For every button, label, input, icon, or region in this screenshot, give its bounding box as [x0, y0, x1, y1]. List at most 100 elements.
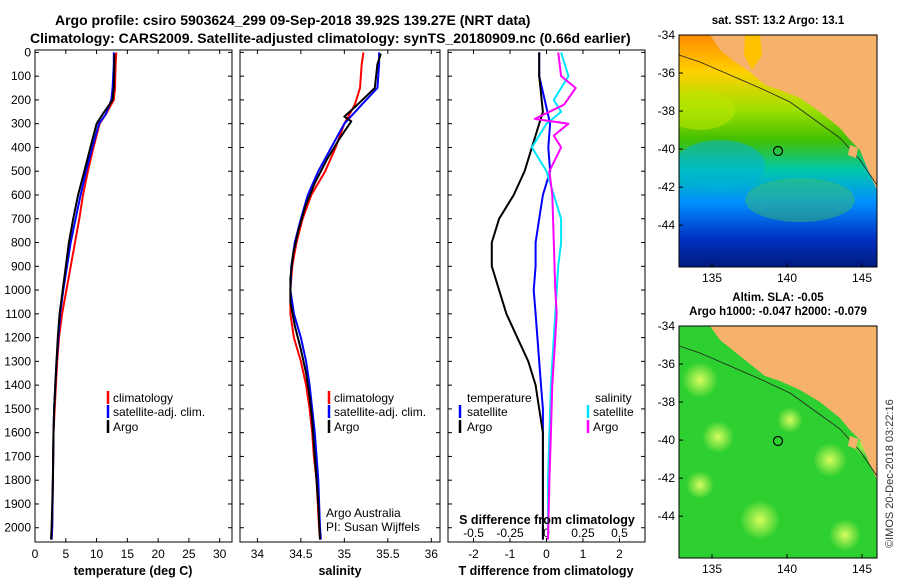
- depth-tick-label: 1900: [4, 497, 31, 511]
- sst-map-title: sat. SST: 13.2 Argo: 13.1: [712, 15, 845, 27]
- depth-tick-label: 200: [11, 93, 31, 107]
- series-line-temperature-argo: [490, 52, 544, 540]
- depth-tick-label: 2000: [4, 521, 31, 535]
- depth-tick-label: 600: [11, 188, 31, 202]
- lat-tick-label: -38: [658, 104, 676, 118]
- legend-temperature-title: temperature: [467, 391, 532, 405]
- series-line-climatology: [289, 52, 365, 540]
- x-tick-label: 35: [338, 547, 352, 561]
- legend-argo-label: Argo: [113, 420, 139, 434]
- legend-climatology-label: climatology: [334, 391, 394, 405]
- x-tick-label: 2: [616, 547, 623, 561]
- lat-tick-label: -42: [658, 471, 676, 485]
- legend-climatology-label: climatology: [113, 391, 173, 405]
- lat-tick-label: -42: [658, 180, 676, 194]
- sla-map-ticks: -34 -36 -38 -40 -42 -44 135 140 145: [658, 319, 873, 576]
- lon-tick-label: 140: [777, 271, 797, 285]
- sla-map-image: [679, 326, 877, 558]
- series-line-argo: [289, 53, 382, 540]
- series-line-salinity-argo: [533, 52, 577, 540]
- depth-tick-label: 400: [11, 140, 31, 154]
- depth-tick-label: 0: [24, 45, 31, 59]
- depth-tick-label: 300: [11, 117, 31, 131]
- lat-tick-label: -40: [658, 433, 676, 447]
- lat-tick-label: -44: [658, 509, 676, 523]
- x-tick-label: 15: [121, 547, 135, 561]
- sla-map-panel: Altim. SLA: -0.05 Argo h1000: -0.047 h20…: [658, 292, 878, 576]
- series-line-salinity-satellite: [530, 52, 570, 540]
- difference-legend: temperature satellite Argo salinity sate…: [458, 391, 634, 434]
- depth-axis-ticks: 0 100 200 300 400 500 600 700 800 900 1000 1100 1200…: [4, 45, 232, 535]
- sla-argo-position: [772, 435, 784, 447]
- depth-tick-label: 500: [11, 164, 31, 178]
- sla-map-frame: [678, 325, 878, 559]
- legend-salinity-title: salinity: [595, 391, 632, 405]
- x-tick-label: -2: [468, 547, 479, 561]
- salinity-axis-label: salinity: [318, 564, 361, 578]
- lon-tick-label: 145: [852, 562, 872, 576]
- s-tick-label: -0.25: [496, 526, 524, 540]
- depth-tick-label: 1100: [5, 307, 31, 321]
- x-tick-label: 25: [182, 547, 196, 561]
- depth-tick-label: 1300: [4, 354, 31, 368]
- legend-t-argo-label: Argo: [467, 420, 493, 434]
- x-tick-label: 34: [251, 547, 265, 561]
- difference-depth-ticks: [448, 51, 645, 529]
- x-tick-label: 1: [580, 547, 587, 561]
- sst-map-image: [679, 35, 877, 267]
- legend-t-satellite-label: satellite: [467, 405, 508, 419]
- salinity-depth-ticks: [240, 51, 440, 529]
- sla-map-subtitle: Argo h1000: -0.047 h2000: -0.079: [689, 306, 867, 318]
- depth-tick-label: 1400: [4, 378, 31, 392]
- depth-tick-label: 1200: [4, 331, 31, 345]
- temperature-axis-ticks: 0 5 10 15 20 25 30: [32, 50, 227, 561]
- x-tick-label: 0: [32, 547, 39, 561]
- depth-tick-label: 1700: [4, 449, 31, 463]
- depth-tick-label: 1600: [4, 426, 31, 440]
- sst-gulf: [744, 35, 762, 70]
- depth-tick-label: 100: [11, 69, 31, 83]
- temperature-axis-label: temperature (deg C): [74, 564, 193, 578]
- title-line-1: Argo profile: csiro 5903624_299 09-Sep-2…: [55, 12, 530, 28]
- temperature-series: [50, 52, 118, 540]
- sst-tasmania: [848, 145, 858, 158]
- salinity-series: [289, 52, 382, 540]
- sst-map-ticks: -34 -36 -38 -40 -42 -44 135 140 145: [658, 28, 873, 285]
- lat-tick-label: -40: [658, 142, 676, 156]
- temperature-legend: climatology satellite-adj. clim. Argo: [106, 391, 205, 434]
- lat-tick-label: -34: [658, 319, 676, 333]
- sla-tasmania: [848, 436, 858, 449]
- legend-satellite-label: satellite-adj. clim.: [113, 405, 205, 419]
- difference-panel: -2 -1 0 1 2 -0.5 -0.25 0 0.25 0.5 S difference f…: [447, 49, 646, 578]
- depth-tick-label: 900: [11, 259, 31, 273]
- salinity-axis-ticks: 34 34.5 35 35.5 36: [251, 50, 439, 561]
- depth-tick-label: 700: [11, 212, 31, 226]
- salinity-legend: climatology satellite-adj. clim. Argo: [327, 391, 426, 434]
- series-line-satellite-adj-clim-: [289, 52, 381, 540]
- lon-tick-label: 135: [702, 271, 722, 285]
- lon-tick-label: 140: [777, 562, 797, 576]
- x-tick-label: 36: [425, 547, 439, 561]
- sst-land: [710, 35, 877, 190]
- depth-tick-label: 1000: [4, 283, 31, 297]
- x-tick-label: 34.5: [289, 547, 313, 561]
- legend-satellite-label: satellite-adj. clim.: [334, 405, 426, 419]
- depth-tick-label: 1800: [4, 473, 31, 487]
- lat-tick-label: -34: [658, 28, 676, 42]
- title-line-2: Climatology: CARS2009. Satellite-adjuste…: [30, 30, 631, 46]
- sst-map-frame: [678, 34, 878, 268]
- s-tick-label: -0.5: [463, 526, 484, 540]
- lat-tick-label: -36: [658, 357, 676, 371]
- s-tick-label: 0.5: [611, 526, 628, 540]
- lon-tick-label: 135: [702, 562, 722, 576]
- depth-tick-label: 1500: [4, 402, 31, 416]
- t-difference-label: T difference from climatology: [458, 564, 633, 578]
- x-tick-label: 0: [543, 547, 550, 561]
- depth-tick-label: 800: [11, 236, 31, 250]
- credit-line-1: Argo Australia: [326, 506, 401, 520]
- legend-s-satellite-label: satellite: [593, 405, 634, 419]
- x-tick-label: 35.5: [376, 547, 400, 561]
- legend-argo-label: Argo: [334, 420, 360, 434]
- series-line-argo: [50, 53, 116, 540]
